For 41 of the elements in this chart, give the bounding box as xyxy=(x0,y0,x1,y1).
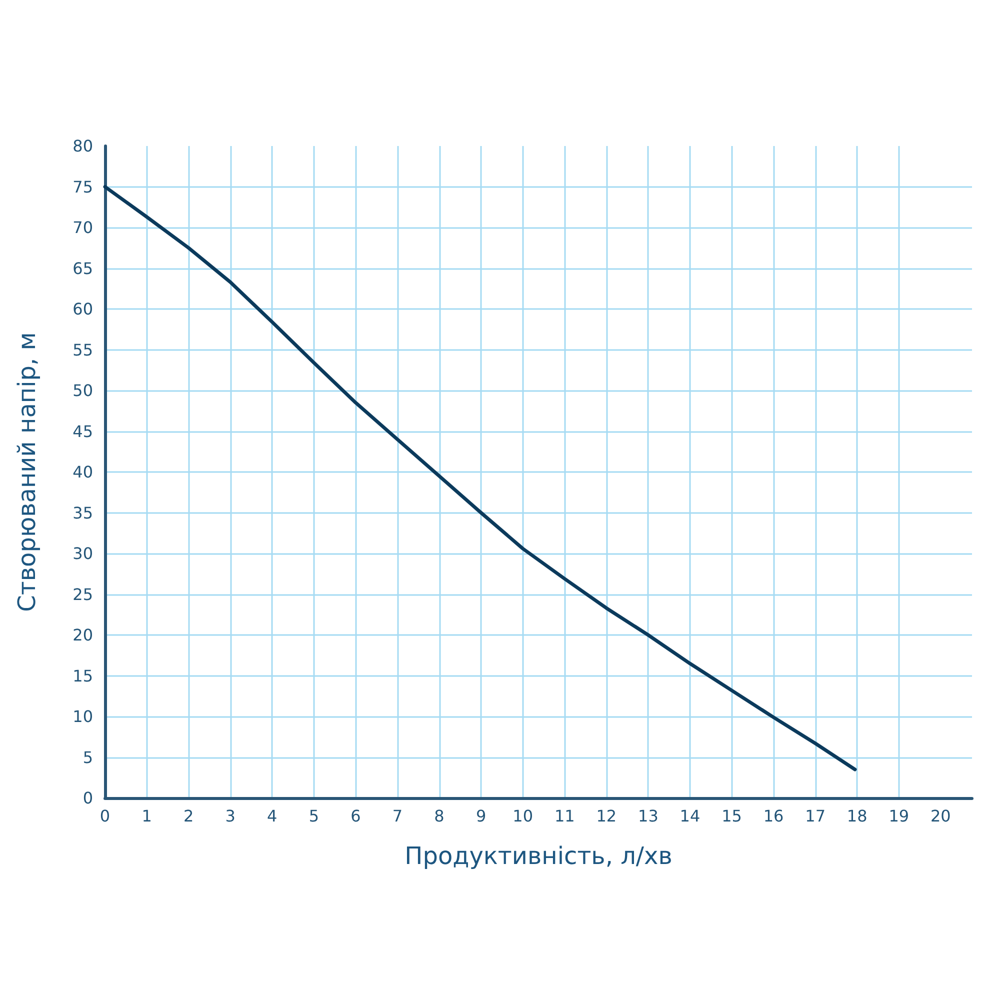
y-tick-label: 15 xyxy=(72,666,93,686)
x-tick-label: 3 xyxy=(225,806,236,826)
x-tick-label: 2 xyxy=(183,806,194,826)
x-tick-label: 6 xyxy=(350,806,361,826)
y-tick-label: 70 xyxy=(72,218,93,237)
y-tick-label: 25 xyxy=(72,584,93,604)
y-tick-label: 10 xyxy=(72,707,93,726)
x-tick-label: 16 xyxy=(763,806,784,826)
x-tick-label: 20 xyxy=(930,806,951,826)
x-tick-label: 10 xyxy=(512,806,534,826)
y-tick-label: 35 xyxy=(72,503,93,522)
x-tick-label: 4 xyxy=(267,806,278,826)
y-tick-label: 75 xyxy=(72,177,93,196)
y-tick-label: 80 xyxy=(72,136,93,156)
y-tick-label: 55 xyxy=(72,340,93,360)
y-tick-label: 20 xyxy=(72,626,93,644)
y-tick-label: 65 xyxy=(72,258,93,278)
y-tick-label: 50 xyxy=(72,381,93,400)
x-tick-label: 11 xyxy=(554,806,575,826)
y-tick-label: 60 xyxy=(72,300,93,318)
x-axis-title: Продуктивність, л/хв xyxy=(404,842,672,870)
y-axis-title: Створюваний напір, м xyxy=(13,332,41,612)
x-tick-label: 18 xyxy=(846,806,868,826)
x-tick-label: 19 xyxy=(888,806,910,826)
y-tick-label: 0 xyxy=(82,788,93,808)
x-tick-label: 8 xyxy=(434,806,444,826)
line-series xyxy=(103,185,857,772)
x-tick-label: 1 xyxy=(142,806,152,826)
x-tick-label: 9 xyxy=(476,806,486,826)
x-tick-label: 5 xyxy=(308,806,320,826)
x-tick-label: 13 xyxy=(638,806,658,826)
x-tick-label: 7 xyxy=(392,806,403,826)
y-tick-label: 40 xyxy=(72,462,93,482)
y-tick-label: 5 xyxy=(82,748,93,767)
x-tick-label: 0 xyxy=(100,806,110,826)
x-tick-label: 15 xyxy=(722,806,742,826)
y-tick-label: 30 xyxy=(72,544,93,563)
y-tick-label: 45 xyxy=(72,422,93,441)
x-tick-label: 17 xyxy=(805,806,826,826)
x-tick-label: 14 xyxy=(680,806,700,826)
x-tick-label: 12 xyxy=(596,806,617,826)
